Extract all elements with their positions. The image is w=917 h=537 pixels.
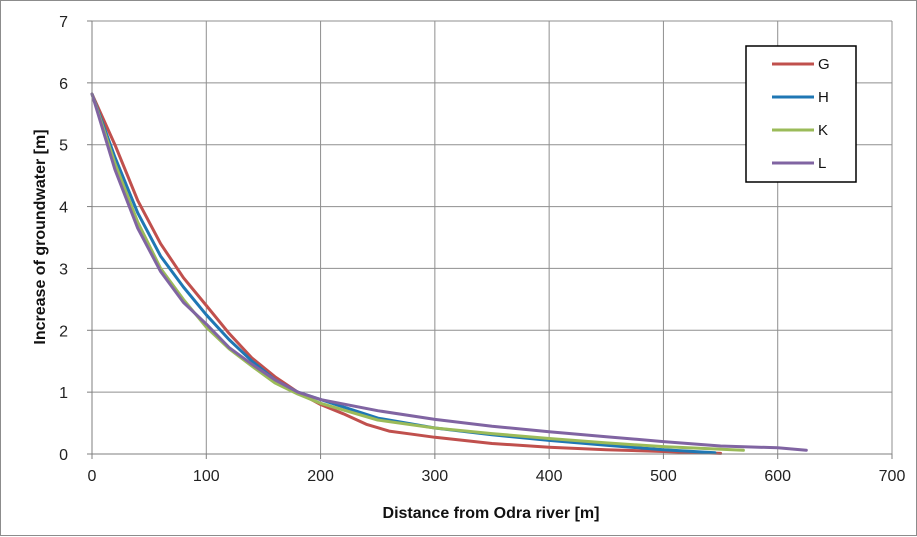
axes — [87, 20, 893, 459]
y-tick-label: 3 — [59, 261, 68, 278]
y-tick-label: 5 — [59, 138, 68, 155]
x-tick-label: 700 — [879, 468, 906, 485]
x-tick-label: 300 — [422, 468, 449, 485]
y-tick-label: 4 — [59, 200, 68, 217]
x-tick-label: 0 — [88, 468, 97, 485]
legend-label-K: K — [818, 122, 828, 139]
legend-label-G: G — [818, 56, 830, 73]
x-tick-label: 400 — [536, 468, 563, 485]
series-line-H — [90, 92, 717, 455]
x-axis-title: Distance from Odra river [m] — [383, 505, 600, 522]
x-tick-label: 600 — [764, 468, 791, 485]
series-lines — [90, 92, 808, 455]
legend-label-L: L — [818, 155, 826, 172]
series-line-G — [90, 92, 723, 455]
x-tick-label: 100 — [193, 468, 220, 485]
legend-box — [745, 45, 857, 183]
series-line-K — [90, 92, 745, 452]
legend-label-H: H — [818, 89, 829, 106]
x-tick-label: 500 — [650, 468, 677, 485]
tick-labels: 0 100 200 300 400 500 600 700 0 1 2 3 4 5 6 7 — [59, 14, 905, 485]
series-line-L — [90, 92, 808, 452]
y-tick-label: 2 — [59, 323, 68, 340]
y-axis-title: Increase of groundwater [m] — [32, 129, 49, 344]
y-tick-label: 7 — [59, 14, 68, 31]
y-tick-label: 1 — [59, 385, 68, 402]
y-tick-label: 0 — [59, 447, 68, 464]
x-tick-label: 200 — [307, 468, 334, 485]
y-tick-label: 6 — [59, 76, 68, 93]
